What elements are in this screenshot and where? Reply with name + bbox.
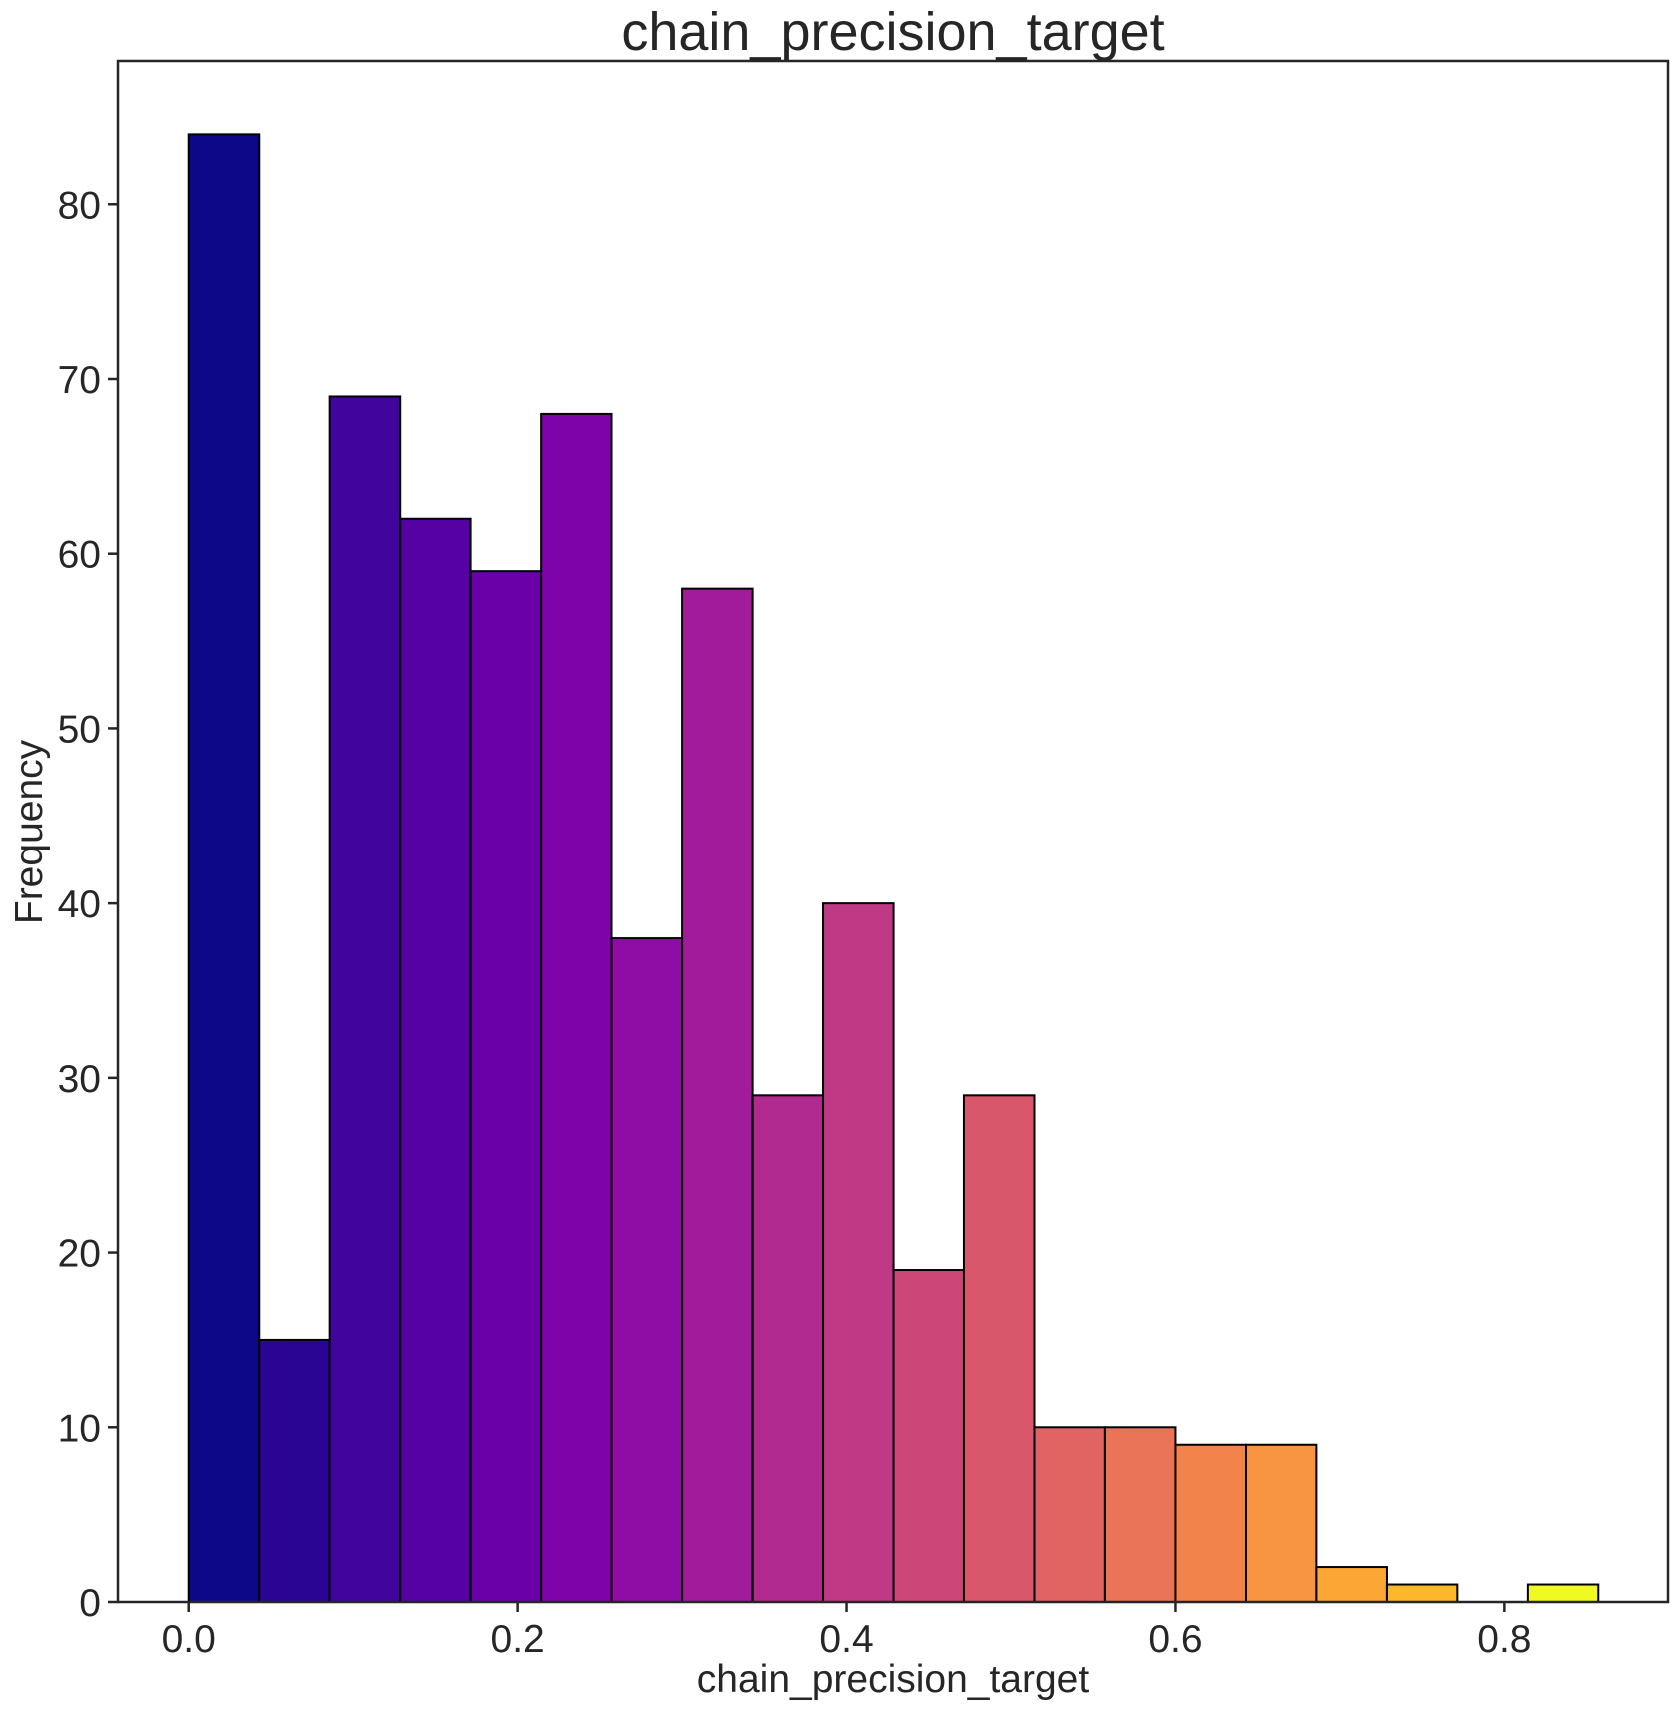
y-axis-label: Frequency [8, 739, 51, 924]
histogram-bar [399, 517, 472, 1604]
x-tick-label: 0.2 [491, 1618, 545, 1661]
histogram-bar [1033, 1426, 1106, 1603]
x-axis-ticks: 0.0 0.2 0.4 0.6 0.8 [162, 1602, 1531, 1661]
histogram-bar [1385, 1583, 1459, 1603]
y-tick-label: 0 [79, 1582, 101, 1625]
histogram-bar [822, 902, 895, 1603]
histogram-bar [962, 1094, 1036, 1604]
histogram-bar [1245, 1443, 1318, 1604]
x-tick-label: 0.0 [162, 1618, 216, 1661]
x-tick-label: 0.8 [1477, 1618, 1531, 1661]
histogram-bar [469, 570, 543, 1603]
x-tick-label: 0.4 [819, 1618, 873, 1661]
histogram-bar [751, 1094, 825, 1604]
histogram-bar [681, 587, 754, 1603]
histogram-bar [610, 937, 684, 1603]
x-axis-label: chain_precision_target [697, 1658, 1090, 1701]
histogram-bar [1315, 1566, 1388, 1603]
y-tick-label: 30 [58, 1058, 101, 1101]
histogram-bar [1526, 1583, 1600, 1603]
histogram-bar [540, 412, 613, 1603]
histogram-bar [1103, 1426, 1177, 1603]
histogram-bar [187, 133, 261, 1603]
y-axis-ticks: 0 10 20 30 40 50 60 70 80 [58, 184, 118, 1625]
y-tick-label: 20 [58, 1233, 101, 1276]
y-tick-label: 70 [58, 359, 101, 402]
histogram-bar [328, 395, 402, 1603]
histogram-bar [258, 1338, 331, 1603]
histogram-bar [892, 1269, 965, 1604]
x-tick-label: 0.6 [1148, 1618, 1202, 1661]
chart-title: chain_precision_target [621, 2, 1164, 62]
y-tick-label: 50 [58, 708, 101, 751]
y-tick-label: 40 [58, 883, 101, 926]
y-tick-label: 10 [58, 1407, 101, 1450]
histogram-bar [1174, 1443, 1248, 1604]
y-tick-label: 60 [58, 534, 101, 577]
y-tick-label: 80 [58, 184, 101, 227]
bars-group [187, 133, 1600, 1604]
plot-frame [116, 59, 1670, 1604]
